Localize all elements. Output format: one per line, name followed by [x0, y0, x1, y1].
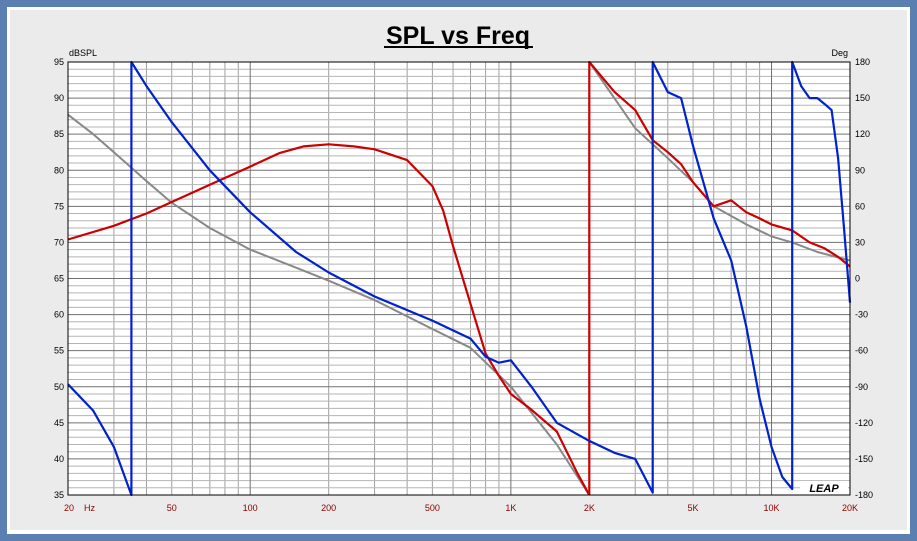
left-y-tick-labels: 95 90 85 80 75 70 65 60 55 50 45 40 35: [54, 57, 64, 500]
series-line: [588, 60, 851, 495]
left-y-tick-label: 50: [54, 382, 64, 392]
right-y-tick-label: -30: [855, 310, 868, 320]
x-unit-label: Hz: [84, 503, 95, 513]
plot-frame: [67, 61, 851, 496]
right-y-tick-label: -60: [855, 346, 868, 356]
right-y-tick-label: 90: [855, 165, 865, 175]
series-line: [67, 143, 591, 496]
x-tick-label: 20K: [842, 503, 858, 513]
window-border-left: [0, 0, 7, 541]
right-y-tick-label: 180: [855, 57, 870, 67]
grid-major: [68, 61, 850, 496]
x-tick-label: 50: [167, 503, 177, 513]
left-y-tick-label: 40: [54, 454, 64, 464]
x-tick-label: 20: [64, 503, 74, 513]
right-axis-label: Deg: [831, 48, 848, 58]
x-tick-label: 1K: [505, 503, 516, 513]
left-y-tick-label: 75: [54, 201, 64, 211]
brand-logo: LEAP: [809, 483, 839, 495]
x-tick-label: 2K: [584, 503, 595, 513]
left-y-tick-label: 85: [54, 129, 64, 139]
series-line: [588, 61, 851, 262]
left-y-tick-label: 70: [54, 237, 64, 247]
right-y-tick-label: 60: [855, 201, 865, 211]
right-y-tick-label: 0: [855, 274, 860, 284]
left-y-tick-label: 55: [54, 346, 64, 356]
series-line: [67, 60, 852, 497]
left-y-tick-label: 65: [54, 274, 64, 284]
x-tick-label: 100: [243, 503, 258, 513]
x-tick-label: 10K: [764, 503, 780, 513]
window-border-right: [910, 0, 917, 541]
window-border-bottom: [0, 534, 917, 541]
left-y-tick-label: 45: [54, 418, 64, 428]
x-tick-label: 500: [425, 503, 440, 513]
right-y-tick-label: -150: [855, 454, 873, 464]
right-y-tick-label: -90: [855, 382, 868, 392]
x-tick-labels: 20 50 100 200 500 1K 2K 5K 10K 20K: [64, 503, 858, 513]
chart-title: SPL vs Freq: [386, 22, 530, 50]
right-y-tick-labels: 180 150 120 90 60 30 0 -30 -60 -90 -120 -150 -180: [855, 57, 873, 500]
left-y-tick-label: 90: [54, 93, 64, 103]
series-layer: [67, 60, 852, 497]
left-axis-label: dBSPL: [69, 48, 97, 58]
right-y-tick-label: 30: [855, 237, 865, 247]
right-y-tick-label: 120: [855, 129, 870, 139]
left-y-tick-label: 60: [54, 310, 64, 320]
brand-logo-bg: [800, 481, 848, 494]
right-y-tick-label: 150: [855, 93, 870, 103]
x-tick-label: 5K: [688, 503, 699, 513]
right-y-tick-label: -180: [855, 490, 873, 500]
left-y-tick-label: 80: [54, 165, 64, 175]
right-y-tick-label: -120: [855, 418, 873, 428]
left-y-tick-label: 95: [54, 57, 64, 67]
x-tick-label: 200: [321, 503, 336, 513]
left-y-tick-label: 35: [54, 490, 64, 500]
window-border-top: [0, 0, 917, 7]
